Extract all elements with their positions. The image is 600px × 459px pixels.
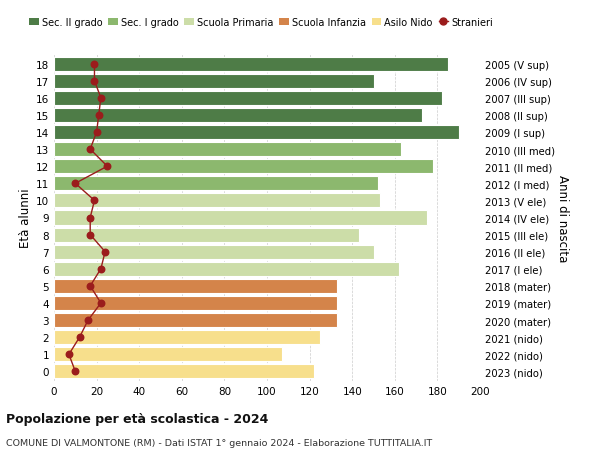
Bar [54, 228, 359, 242]
Bar [54, 313, 337, 327]
Point [75, 334, 85, 341]
Text: Popolazione per età scolastica - 2024: Popolazione per età scolastica - 2024 [6, 412, 268, 425]
Point [83, 317, 93, 324]
Point [96, 95, 106, 102]
Bar [54, 143, 401, 157]
Bar [54, 262, 399, 276]
Point [64, 351, 74, 358]
Bar [54, 279, 337, 293]
Bar [54, 297, 337, 310]
Bar [54, 57, 448, 72]
Bar [54, 177, 378, 191]
Bar [54, 126, 459, 140]
Point [89, 61, 99, 68]
Text: COMUNE DI VALMONTONE (RM) - Dati ISTAT 1° gennaio 2024 - Elaborazione TUTTITALIA: COMUNE DI VALMONTONE (RM) - Dati ISTAT 1… [6, 438, 432, 447]
Point [89, 78, 99, 85]
Point [100, 248, 110, 256]
Point [85, 231, 95, 239]
Point [96, 266, 106, 273]
Bar [54, 211, 427, 225]
Bar [54, 194, 380, 208]
Point [85, 283, 95, 290]
Bar [54, 347, 282, 362]
Point [85, 214, 95, 222]
Point [94, 112, 104, 119]
Bar [54, 74, 373, 89]
Bar [54, 160, 433, 174]
Bar [54, 109, 422, 123]
Legend: Sec. II grado, Sec. I grado, Scuola Primaria, Scuola Infanzia, Asilo Nido, Stran: Sec. II grado, Sec. I grado, Scuola Prim… [29, 17, 493, 28]
Point [103, 163, 112, 170]
Point [96, 300, 106, 307]
Point [85, 146, 95, 153]
Point [71, 368, 80, 375]
Y-axis label: Età alunni: Età alunni [19, 188, 32, 248]
Bar [54, 92, 442, 106]
Bar [54, 330, 320, 344]
Point [92, 129, 101, 136]
Bar [54, 245, 373, 259]
Point [71, 180, 80, 188]
Point [89, 197, 99, 205]
Bar [54, 364, 314, 379]
Y-axis label: Anni di nascita: Anni di nascita [556, 174, 569, 262]
